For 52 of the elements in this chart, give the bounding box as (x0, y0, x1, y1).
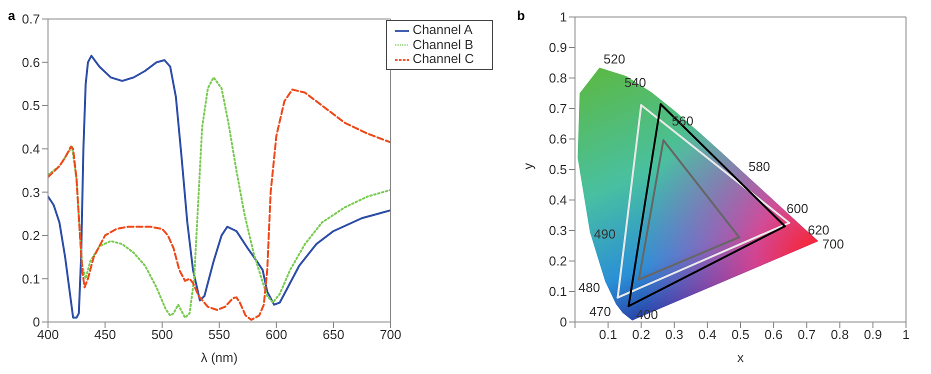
y-tick-label: 0.4 (548, 192, 567, 208)
y-tick-label: 0.1 (22, 271, 40, 286)
y-axis-title: y (520, 162, 536, 170)
x-tick-label: 0.7 (798, 327, 816, 342)
y-tick-label: 0.6 (22, 54, 40, 70)
y-tick-label: 0.5 (22, 98, 40, 114)
y-tick-label: 0.4 (22, 141, 40, 156)
y-tick-label: 0.6 (548, 132, 567, 147)
text: a (8, 8, 16, 23)
annotation: 580 (748, 159, 770, 174)
y-tick-label: 0.3 (548, 223, 567, 238)
text: b (517, 8, 525, 23)
annotation: 620 (808, 222, 830, 238)
x-axis-title: λ (nm) (200, 350, 238, 365)
x-tick-label: 650 (322, 327, 344, 342)
y-tick-label: 0.5 (548, 162, 567, 178)
x-axis-title: x (737, 350, 744, 365)
x-tick-label: 0.4 (698, 327, 716, 342)
x-tick-label: 0.1 (599, 327, 618, 342)
x-tick-label: 1 (902, 327, 910, 342)
y-tick-label: 0.7 (548, 101, 567, 116)
annotation: 480 (578, 280, 600, 295)
annotation: 490 (594, 226, 616, 242)
legend-label: Channel B (412, 36, 474, 52)
legend-label: Channel A (412, 22, 473, 37)
y-tick-label: 0 (560, 314, 567, 330)
x-tick-label: 550 (208, 327, 230, 342)
annotation: 700 (822, 236, 844, 252)
annotation: 600 (786, 201, 808, 216)
annotation: 520 (603, 51, 626, 66)
x-tick-label: 600 (266, 327, 288, 342)
x-tick-label: 0.8 (830, 327, 849, 342)
x-tick-label: 0.6 (764, 327, 783, 342)
annotation: 470 (589, 304, 612, 320)
x-tick-label: 0.5 (731, 327, 750, 342)
y-tick-label: 0.3 (22, 184, 40, 200)
legend-label: Channel C (412, 51, 474, 66)
x-tick-label: 450 (94, 327, 116, 342)
y-tick-label: 0.7 (22, 12, 40, 27)
y-tick-label: 0.1 (548, 284, 567, 300)
y-tick-label: 1 (560, 10, 567, 25)
x-tick-label: 0.2 (632, 327, 650, 342)
x-tick-label: 0.9 (864, 327, 882, 342)
x-tick-label: 500 (151, 327, 174, 342)
y-tick-label: 0.8 (548, 70, 567, 86)
y-tick-label: 0.9 (548, 40, 567, 56)
y-tick-label: 0.2 (22, 228, 40, 244)
y-tick-label: 0.2 (548, 254, 567, 269)
y-tick-label: 0 (32, 314, 40, 330)
x-tick-label: 400 (37, 327, 59, 342)
x-tick-label: 700 (380, 327, 402, 342)
x-tick-label: 0.3 (665, 327, 684, 342)
